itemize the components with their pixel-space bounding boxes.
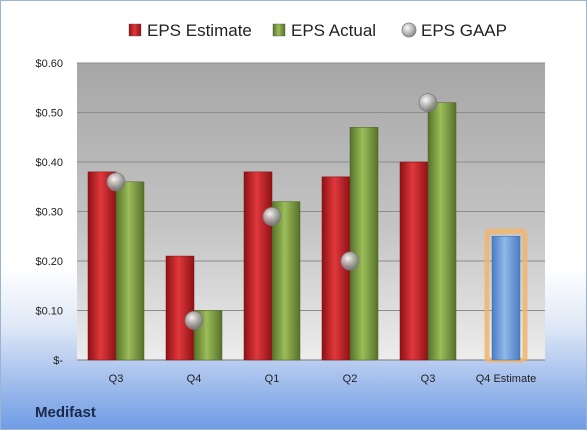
bar-eps-actual [349,127,379,361]
y-tick-label: $0.20 [35,256,63,268]
y-tick-label: $0.10 [35,306,63,318]
x-tick-label: Q2 [343,373,358,385]
x-tick-label: Q4 [187,373,202,385]
x-tick-label: Q1 [265,373,280,385]
eps-gaap-marker [340,251,360,271]
eps-gaap-marker [418,93,438,112]
x-tick-label: Q3 [421,373,436,385]
bar-eps-estimate [243,171,273,361]
x-tick-label: Q4 Estimate [476,373,537,385]
bar-eps-estimate [399,161,429,361]
bar-eps-estimate [165,255,195,361]
legend: EPS Estimate EPS Actual EPS GAAP [128,21,507,40]
bar-eps-actual [427,102,457,361]
eps-gaap-marker [262,207,282,226]
eps-gaap-marker [184,310,204,330]
y-tick-label: $0.40 [35,157,63,169]
legend-label: EPS Estimate [147,21,252,40]
legend-swatch [272,23,286,37]
bar-eps-estimate [87,171,117,361]
x-tick-label: Q3 [109,373,124,385]
legend-label: EPS Actual [291,21,376,40]
company-label: Medifast [35,404,96,421]
legend-swatch [128,23,142,37]
bar-eps-actual [115,181,145,361]
y-tick-label: $- [53,355,63,367]
y-tick-label: $0.30 [35,207,63,219]
y-tick-label: $0.60 [35,58,63,70]
legend-label: EPS GAAP [421,21,507,40]
y-tick-label: $0.50 [35,108,63,120]
bar-q4-estimate [491,236,521,361]
eps-gaap-marker [106,172,126,192]
legend-swatch [401,22,417,38]
plot-area: $- $0.10 $0.20 $0.30 $0.40 $0.50 $0.60 Q3 Q4 Q1 Q2… [35,58,545,385]
bar-eps-actual [271,201,301,361]
